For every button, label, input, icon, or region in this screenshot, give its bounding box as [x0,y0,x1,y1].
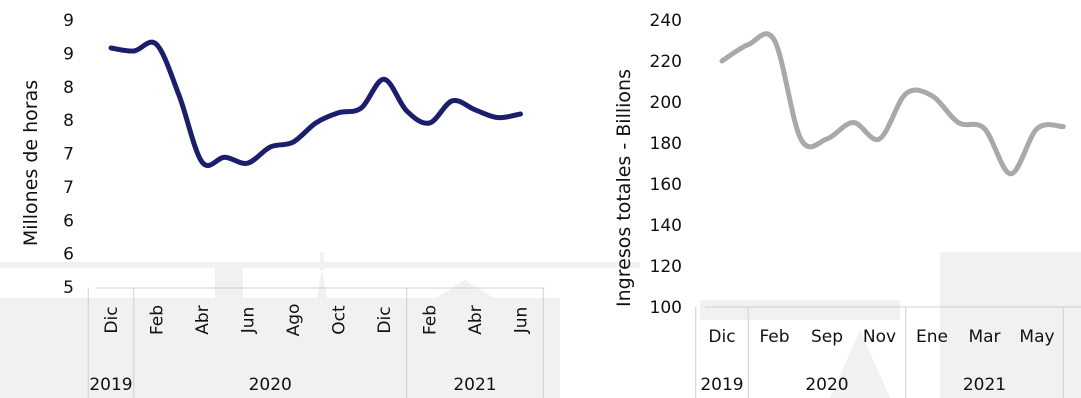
y-tick-label: 6 [63,211,74,231]
x-category-labels: Dic Feb Sep Nov Ene Mar May [708,327,1054,347]
y-tick-labels: 100 120 140 160 180 200 220 240 [650,11,682,318]
year-label: 2020 [249,375,292,395]
x-category-labels: Dic Feb Abr Jun Ago Oct Dic Feb Abr Jun [102,304,532,337]
x-tick-label: Mar [968,327,1000,347]
y-axis-title: Ingresos totales - Billions [613,69,635,307]
year-label: 2020 [805,375,848,395]
y-tick-label: 7 [63,178,74,198]
y-tick-label: 220 [650,52,682,72]
y-tick-label: 5 [63,278,74,298]
x-tick-label: Feb [759,327,789,347]
x-tick-label: Abr [466,305,486,334]
x-tick-label: Nov [863,327,896,347]
y-axis-title: Millones de horas [20,80,42,246]
background-watermark [0,252,1081,398]
y-tick-label: 8 [63,111,74,131]
x-tick-label: Jun [239,307,259,335]
year-group-labels: 2019 2020 2021 [89,375,496,395]
y-tick-label: 8 [63,78,74,98]
y-tick-label: 100 [650,298,682,318]
y-tick-label: 240 [650,11,682,31]
year-label: 2021 [453,375,496,395]
x-tick-label: Ago [284,304,304,337]
y-tick-label: 6 [63,245,74,265]
y-tick-labels: 5 6 6 7 7 8 8 9 9 [63,11,74,298]
x-tick-label: Dic [102,306,122,333]
series-line [719,31,1066,177]
year-label: 2019 [700,375,743,395]
data-series [108,39,523,168]
x-tick-label: Dic [708,327,735,347]
y-tick-label: 9 [63,44,74,64]
x-tick-label: Feb [421,305,441,335]
x-tick-label: Ene [916,327,948,347]
x-tick-label: Abr [193,305,213,334]
data-series [719,31,1066,177]
y-tick-label: 180 [650,134,682,154]
chart-left: Millones de horas 5 6 6 7 7 8 8 9 9 Dic Feb Abr Jun… [20,11,545,398]
category-dividers [87,288,544,398]
chart-right: Ingresos totales - Billions 100 120 140 160… [613,11,1081,398]
y-tick-label: 7 [63,145,74,165]
year-group-labels: 2019 2020 2021 [700,375,1006,395]
x-tick-label: Dic [375,306,395,333]
y-tick-label: 140 [650,216,682,236]
y-tick-label: 9 [63,11,74,31]
x-tick-label: Jun [512,307,532,335]
x-tick-label: May [1019,327,1054,347]
y-tick-label: 200 [650,93,682,113]
year-label: 2019 [89,375,132,395]
x-tick-label: Sep [811,327,843,347]
category-dividers [695,307,1064,398]
series-line [108,39,523,168]
x-tick-label: Oct [330,305,350,335]
y-tick-label: 120 [650,257,682,277]
y-tick-label: 160 [650,175,682,195]
year-label: 2021 [963,375,1006,395]
x-tick-label: Feb [148,305,168,335]
